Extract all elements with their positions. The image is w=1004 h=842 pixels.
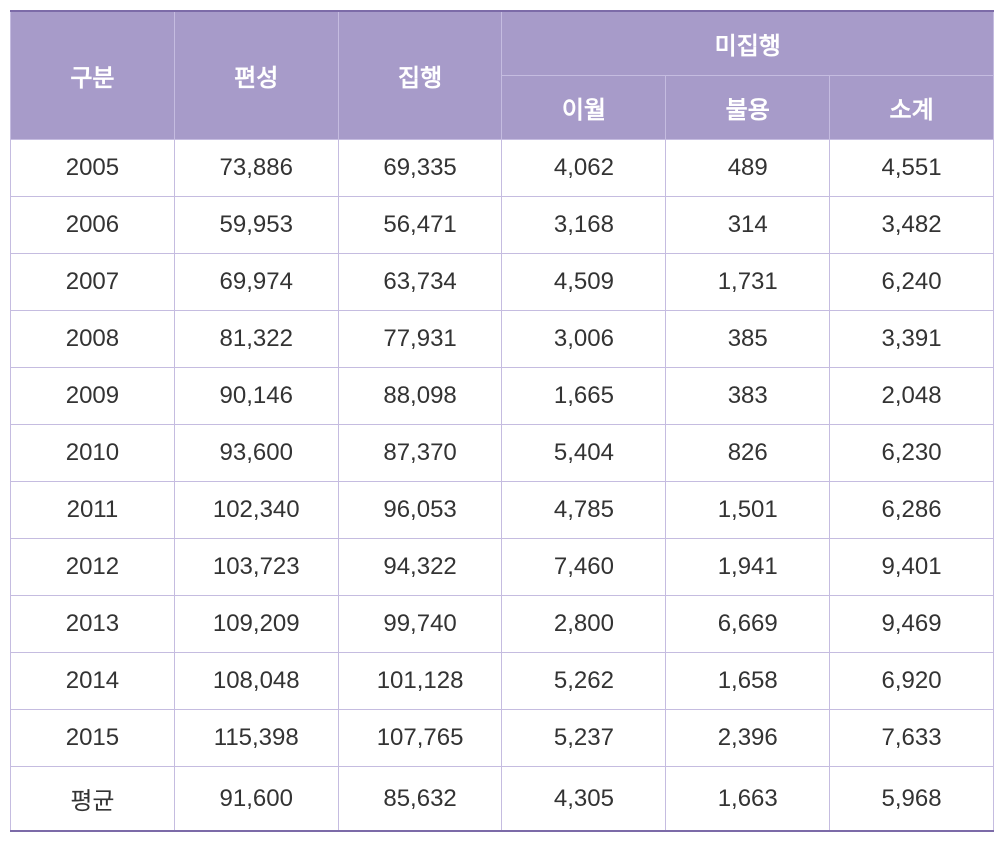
cell-jiphaeng: 87,370 — [338, 425, 502, 482]
cell-sogye: 7,633 — [830, 710, 994, 767]
table-row: 2010 93,600 87,370 5,404 826 6,230 — [11, 425, 994, 482]
budget-table: 구분 편성 집행 미집행 이월 불용 소계 2005 73,886 69,335… — [10, 10, 994, 832]
cell-gubun: 2005 — [11, 140, 175, 197]
cell-sogye: 5,968 — [830, 767, 994, 832]
table-row: 2009 90,146 88,098 1,665 383 2,048 — [11, 368, 994, 425]
cell-iwol: 5,262 — [502, 653, 666, 710]
cell-jiphaeng: 77,931 — [338, 311, 502, 368]
cell-sogye: 4,551 — [830, 140, 994, 197]
table-row: 2005 73,886 69,335 4,062 489 4,551 — [11, 140, 994, 197]
cell-iwol: 3,168 — [502, 197, 666, 254]
cell-gubun: 2012 — [11, 539, 175, 596]
cell-bulyong: 314 — [666, 197, 830, 254]
cell-jiphaeng: 96,053 — [338, 482, 502, 539]
table-row: 2013 109,209 99,740 2,800 6,669 9,469 — [11, 596, 994, 653]
cell-iwol: 7,460 — [502, 539, 666, 596]
cell-gubun: 2008 — [11, 311, 175, 368]
cell-jiphaeng: 107,765 — [338, 710, 502, 767]
cell-jiphaeng: 99,740 — [338, 596, 502, 653]
cell-bulyong: 489 — [666, 140, 830, 197]
cell-jiphaeng: 88,098 — [338, 368, 502, 425]
cell-pyeonseong: 81,322 — [174, 311, 338, 368]
header-bulyong: 불용 — [666, 76, 830, 140]
cell-bulyong: 383 — [666, 368, 830, 425]
table-row: 2011 102,340 96,053 4,785 1,501 6,286 — [11, 482, 994, 539]
cell-jiphaeng: 69,335 — [338, 140, 502, 197]
cell-gubun: 평균 — [11, 767, 175, 832]
cell-bulyong: 1,501 — [666, 482, 830, 539]
cell-jiphaeng: 63,734 — [338, 254, 502, 311]
table-row: 2008 81,322 77,931 3,006 385 3,391 — [11, 311, 994, 368]
cell-gubun: 2015 — [11, 710, 175, 767]
cell-sogye: 6,230 — [830, 425, 994, 482]
cell-bulyong: 1,731 — [666, 254, 830, 311]
table-row: 2015 115,398 107,765 5,237 2,396 7,633 — [11, 710, 994, 767]
cell-pyeonseong: 93,600 — [174, 425, 338, 482]
cell-sogye: 6,240 — [830, 254, 994, 311]
table-header: 구분 편성 집행 미집행 이월 불용 소계 — [11, 11, 994, 140]
cell-sogye: 2,048 — [830, 368, 994, 425]
cell-sogye: 9,469 — [830, 596, 994, 653]
header-mijiphaeng: 미집행 — [502, 11, 994, 76]
cell-jiphaeng: 56,471 — [338, 197, 502, 254]
cell-pyeonseong: 90,146 — [174, 368, 338, 425]
header-sogye: 소계 — [830, 76, 994, 140]
table-row: 2014 108,048 101,128 5,262 1,658 6,920 — [11, 653, 994, 710]
header-pyeonseong: 편성 — [174, 11, 338, 140]
cell-iwol: 5,404 — [502, 425, 666, 482]
cell-iwol: 4,305 — [502, 767, 666, 832]
cell-pyeonseong: 102,340 — [174, 482, 338, 539]
cell-gubun: 2010 — [11, 425, 175, 482]
cell-gubun: 2007 — [11, 254, 175, 311]
cell-sogye: 3,391 — [830, 311, 994, 368]
cell-pyeonseong: 59,953 — [174, 197, 338, 254]
header-gubun: 구분 — [11, 11, 175, 140]
cell-sogye: 3,482 — [830, 197, 994, 254]
cell-iwol: 4,785 — [502, 482, 666, 539]
cell-bulyong: 1,658 — [666, 653, 830, 710]
header-jiphaeng: 집행 — [338, 11, 502, 140]
cell-iwol: 4,509 — [502, 254, 666, 311]
cell-gubun: 2013 — [11, 596, 175, 653]
cell-iwol: 4,062 — [502, 140, 666, 197]
cell-bulyong: 2,396 — [666, 710, 830, 767]
cell-gubun: 2009 — [11, 368, 175, 425]
cell-gubun: 2014 — [11, 653, 175, 710]
cell-iwol: 2,800 — [502, 596, 666, 653]
header-iwol: 이월 — [502, 76, 666, 140]
cell-sogye: 6,920 — [830, 653, 994, 710]
cell-jiphaeng: 85,632 — [338, 767, 502, 832]
cell-pyeonseong: 91,600 — [174, 767, 338, 832]
cell-pyeonseong: 69,974 — [174, 254, 338, 311]
cell-iwol: 1,665 — [502, 368, 666, 425]
cell-bulyong: 385 — [666, 311, 830, 368]
cell-jiphaeng: 94,322 — [338, 539, 502, 596]
cell-pyeonseong: 115,398 — [174, 710, 338, 767]
cell-jiphaeng: 101,128 — [338, 653, 502, 710]
table-row: 2006 59,953 56,471 3,168 314 3,482 — [11, 197, 994, 254]
cell-gubun: 2011 — [11, 482, 175, 539]
cell-sogye: 9,401 — [830, 539, 994, 596]
table-row: 2007 69,974 63,734 4,509 1,731 6,240 — [11, 254, 994, 311]
cell-bulyong: 6,669 — [666, 596, 830, 653]
cell-pyeonseong: 103,723 — [174, 539, 338, 596]
cell-bulyong: 1,663 — [666, 767, 830, 832]
cell-bulyong: 826 — [666, 425, 830, 482]
cell-pyeonseong: 73,886 — [174, 140, 338, 197]
table-body: 2005 73,886 69,335 4,062 489 4,551 2006 … — [11, 140, 994, 832]
cell-gubun: 2006 — [11, 197, 175, 254]
cell-pyeonseong: 108,048 — [174, 653, 338, 710]
cell-sogye: 6,286 — [830, 482, 994, 539]
table-row: 2012 103,723 94,322 7,460 1,941 9,401 — [11, 539, 994, 596]
cell-bulyong: 1,941 — [666, 539, 830, 596]
cell-iwol: 3,006 — [502, 311, 666, 368]
cell-iwol: 5,237 — [502, 710, 666, 767]
cell-pyeonseong: 109,209 — [174, 596, 338, 653]
table-row-avg: 평균 91,600 85,632 4,305 1,663 5,968 — [11, 767, 994, 832]
